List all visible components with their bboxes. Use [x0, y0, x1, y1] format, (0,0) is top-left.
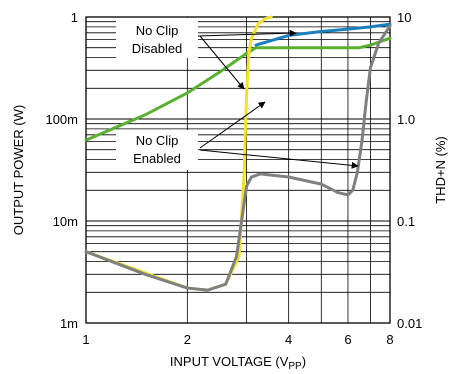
y-left-axis-title: OUTPUT POWER (W): [11, 105, 26, 235]
annotation-box: [116, 130, 198, 170]
annotation-box: [116, 18, 198, 58]
annotation-arrows: [197, 29, 359, 169]
y-left-tick-label: 10m: [53, 214, 78, 229]
series-line-2: [254, 22, 392, 47]
y-right-tick-label: 0.01: [397, 316, 422, 331]
x-tick-labels: 1 2 4 6 8: [82, 332, 393, 347]
arrow-disabled-yellow: [199, 35, 245, 90]
x-axis-title-close: ): [302, 354, 306, 369]
y-right-tick-label: 10: [397, 10, 411, 25]
arrow-enabled-gray-left: [199, 101, 266, 149]
plot-area-border: [85, 16, 391, 324]
arrow-enabled-gray-right: [199, 149, 359, 169]
x-tick-label: 2: [184, 332, 191, 347]
annotation-text-line: No Clip: [136, 23, 179, 38]
x-axis-title: INPUT VOLTAGE (VPP): [170, 354, 306, 372]
series-line-4: [84, 24, 392, 292]
arrow-disabled-blue: [197, 29, 297, 37]
y-right-tick-label: 0.1: [397, 214, 415, 229]
y-right-tick-labels: 10 1.0 0.1 0.01: [397, 10, 422, 331]
x-axis-title-main: INPUT VOLTAGE (V: [170, 354, 289, 369]
annotation-no-clip-disabled: No Clip Disabled: [116, 18, 198, 58]
y-left-tick-label: 1: [71, 10, 78, 25]
x-tick-label: 1: [82, 332, 89, 347]
y-right-tick-label: 1.0: [397, 112, 415, 127]
x-axis-title-subscript: PP: [288, 361, 302, 372]
series-lines: [84, 15, 392, 292]
y-left-tick-label: 1m: [60, 316, 78, 331]
annotation-text-line: Enabled: [133, 151, 181, 166]
annotation-text-line: Disabled: [132, 41, 183, 56]
x-tick-label: 6: [344, 332, 351, 347]
y-left-tick-labels: 1 100m 10m 1m: [45, 10, 78, 331]
y-right-axis-title: THD+N (%): [433, 136, 448, 204]
series-line-1: [84, 36, 392, 142]
annotation-text-line: No Clip: [136, 133, 179, 148]
annotation-no-clip-enabled: No Clip Enabled: [116, 130, 198, 170]
y-left-tick-label: 100m: [45, 112, 78, 127]
x-tick-label: 8: [386, 332, 393, 347]
x-tick-label: 4: [285, 332, 292, 347]
